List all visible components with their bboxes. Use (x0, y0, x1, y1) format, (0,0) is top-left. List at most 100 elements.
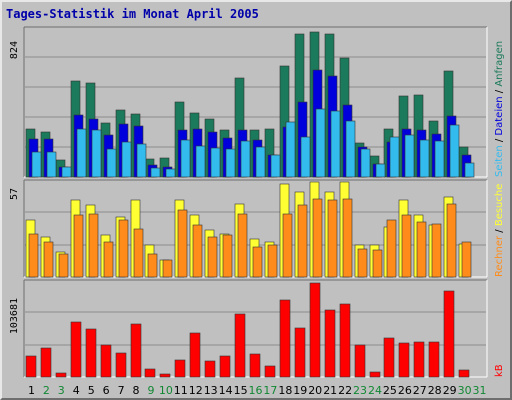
y-tick-label-middle: 57 (9, 188, 20, 200)
bar-middle-rechner-day-21 (327, 199, 338, 278)
bar-bottom-kb-day-4 (70, 321, 82, 378)
bar-top-seiten-day-9 (150, 167, 161, 178)
x-tick-label-day-11: 11 (174, 384, 188, 397)
bar-middle-rechner-day-23 (357, 248, 368, 278)
bar-bottom-kb-day-29 (443, 290, 455, 378)
bar-bottom-kb-day-27 (413, 341, 425, 378)
bar-middle-rechner-day-9 (147, 253, 158, 278)
x-tick-label-day-28: 28 (428, 384, 442, 397)
bar-top-seiten-day-16 (255, 146, 266, 178)
bar-top-seiten-day-21 (330, 110, 341, 178)
x-tick-label-day-31: 31 (473, 384, 487, 397)
legend-top-panel-part-0: Seiten (494, 145, 505, 177)
x-tick-label-day-21: 21 (323, 384, 337, 397)
bar-bottom-kb-day-22 (339, 303, 351, 378)
x-tick-label-day-23: 23 (353, 384, 367, 397)
bar-top-seiten-day-18 (285, 121, 296, 178)
x-tick-label-day-24: 24 (368, 384, 382, 397)
y-tick-label-bottom: 103681 (9, 298, 20, 334)
bar-middle-rechner-day-2 (43, 241, 54, 278)
bar-top-seiten-day-6 (106, 148, 117, 178)
legend-middle-panel: Rechner / Besuche (494, 184, 505, 277)
x-tick-label-day-8: 8 (133, 384, 140, 397)
bar-bottom-kb-day-28 (428, 341, 440, 378)
legend-middle-panel-part-2: Besuche (494, 184, 505, 227)
bar-bottom-kb-day-16 (249, 353, 261, 378)
x-tick-label-day-18: 18 (278, 384, 292, 397)
bar-top-seiten-day-24 (375, 163, 386, 178)
bar-middle-rechner-day-13 (207, 236, 218, 278)
bar-middle-rechner-day-25 (386, 219, 397, 278)
bar-top-seiten-day-30 (464, 162, 475, 178)
bar-middle-rechner-day-8 (133, 228, 144, 278)
bar-middle-rechner-day-26 (401, 214, 412, 278)
bar-top-seiten-day-5 (91, 129, 102, 178)
bar-bottom-kb-day-14 (219, 355, 231, 378)
y-tick-label-top: 824 (9, 41, 20, 59)
bar-top-seiten-day-11 (180, 139, 191, 178)
legend-middle-panel-part-1: / (494, 226, 505, 236)
bar-middle-rechner-day-17 (267, 244, 278, 278)
x-tick-label-day-2: 2 (43, 384, 50, 397)
legend-top-panel-part-4: Anfragen (494, 41, 505, 87)
x-tick-label-day-15: 15 (234, 384, 248, 397)
bar-bottom-kb-day-13 (204, 360, 216, 378)
legend-bottom-panel: kB (494, 364, 505, 377)
legend-middle-panel-part-0: Rechner (494, 235, 505, 277)
bar-bottom-kb-day-6 (100, 344, 112, 378)
bar-middle-rechner-day-7 (118, 219, 129, 278)
bar-top-seiten-day-23 (360, 148, 371, 178)
bar-bottom-kb-day-17 (264, 365, 276, 378)
bar-bottom-kb-day-3 (55, 372, 67, 378)
bar-top-seiten-day-20 (315, 108, 326, 178)
x-tick-label-day-14: 14 (219, 384, 233, 397)
x-tick-label-day-20: 20 (308, 384, 322, 397)
bar-top-seiten-day-14 (225, 148, 236, 178)
bar-top-seiten-day-26 (404, 134, 415, 178)
legend-top-panel-part-3: / (494, 87, 505, 97)
x-tick-label-day-1: 1 (28, 384, 35, 397)
x-tick-label-day-22: 22 (338, 384, 352, 397)
bar-top-seiten-day-10 (165, 168, 176, 178)
bar-middle-rechner-day-19 (297, 204, 308, 278)
bar-bottom-kb-day-10 (159, 373, 171, 378)
bar-middle-rechner-day-1 (28, 233, 39, 278)
bar-bottom-kb-day-23 (354, 344, 366, 378)
bar-bottom-kb-day-11 (174, 359, 186, 378)
bar-top-seiten-day-27 (419, 139, 430, 178)
bar-top-seiten-day-13 (210, 147, 221, 178)
bar-top-seiten-day-4 (76, 128, 87, 178)
x-tick-label-day-16: 16 (249, 384, 263, 397)
x-tick-label-day-7: 7 (118, 384, 125, 397)
bar-middle-rechner-day-24 (372, 249, 383, 278)
bar-bottom-kb-day-15 (234, 313, 246, 378)
x-tick-label-day-26: 26 (398, 384, 412, 397)
bar-bottom-kb-day-25 (383, 337, 395, 378)
bar-bottom-kb-day-5 (85, 328, 97, 378)
bar-middle-rechner-day-5 (88, 213, 99, 278)
bar-top-seiten-day-7 (121, 141, 132, 178)
bar-top-seiten-day-1 (31, 151, 42, 178)
chart-title: Tages-Statistik im Monat April 2005 (6, 7, 259, 21)
bar-top-seiten-day-8 (136, 143, 147, 178)
x-tick-label-day-6: 6 (103, 384, 110, 397)
bar-bottom-kb-day-2 (40, 347, 52, 378)
x-tick-label-day-19: 19 (293, 384, 307, 397)
x-tick-label-day-25: 25 (383, 384, 397, 397)
bar-bottom-kb-day-19 (294, 327, 306, 378)
bar-top-seiten-day-28 (434, 140, 445, 178)
x-tick-label-day-5: 5 (88, 384, 95, 397)
bar-top-seiten-day-15 (240, 140, 251, 178)
x-tick-label-day-10: 10 (159, 384, 173, 397)
bar-middle-rechner-day-15 (237, 213, 248, 278)
bar-bottom-kb-day-30 (458, 369, 470, 378)
bar-bottom-kb-day-21 (324, 309, 336, 378)
bar-bottom-kb-day-20 (309, 282, 321, 378)
legend-bottom-panel-part-0: kB (494, 364, 505, 377)
bar-top-seiten-day-2 (46, 151, 57, 178)
bar-middle-rechner-day-27 (416, 221, 427, 278)
bar-bottom-kb-day-1 (25, 355, 37, 378)
x-tick-label-day-29: 29 (443, 384, 457, 397)
legend-top-panel-part-2: Dateien (494, 96, 505, 135)
